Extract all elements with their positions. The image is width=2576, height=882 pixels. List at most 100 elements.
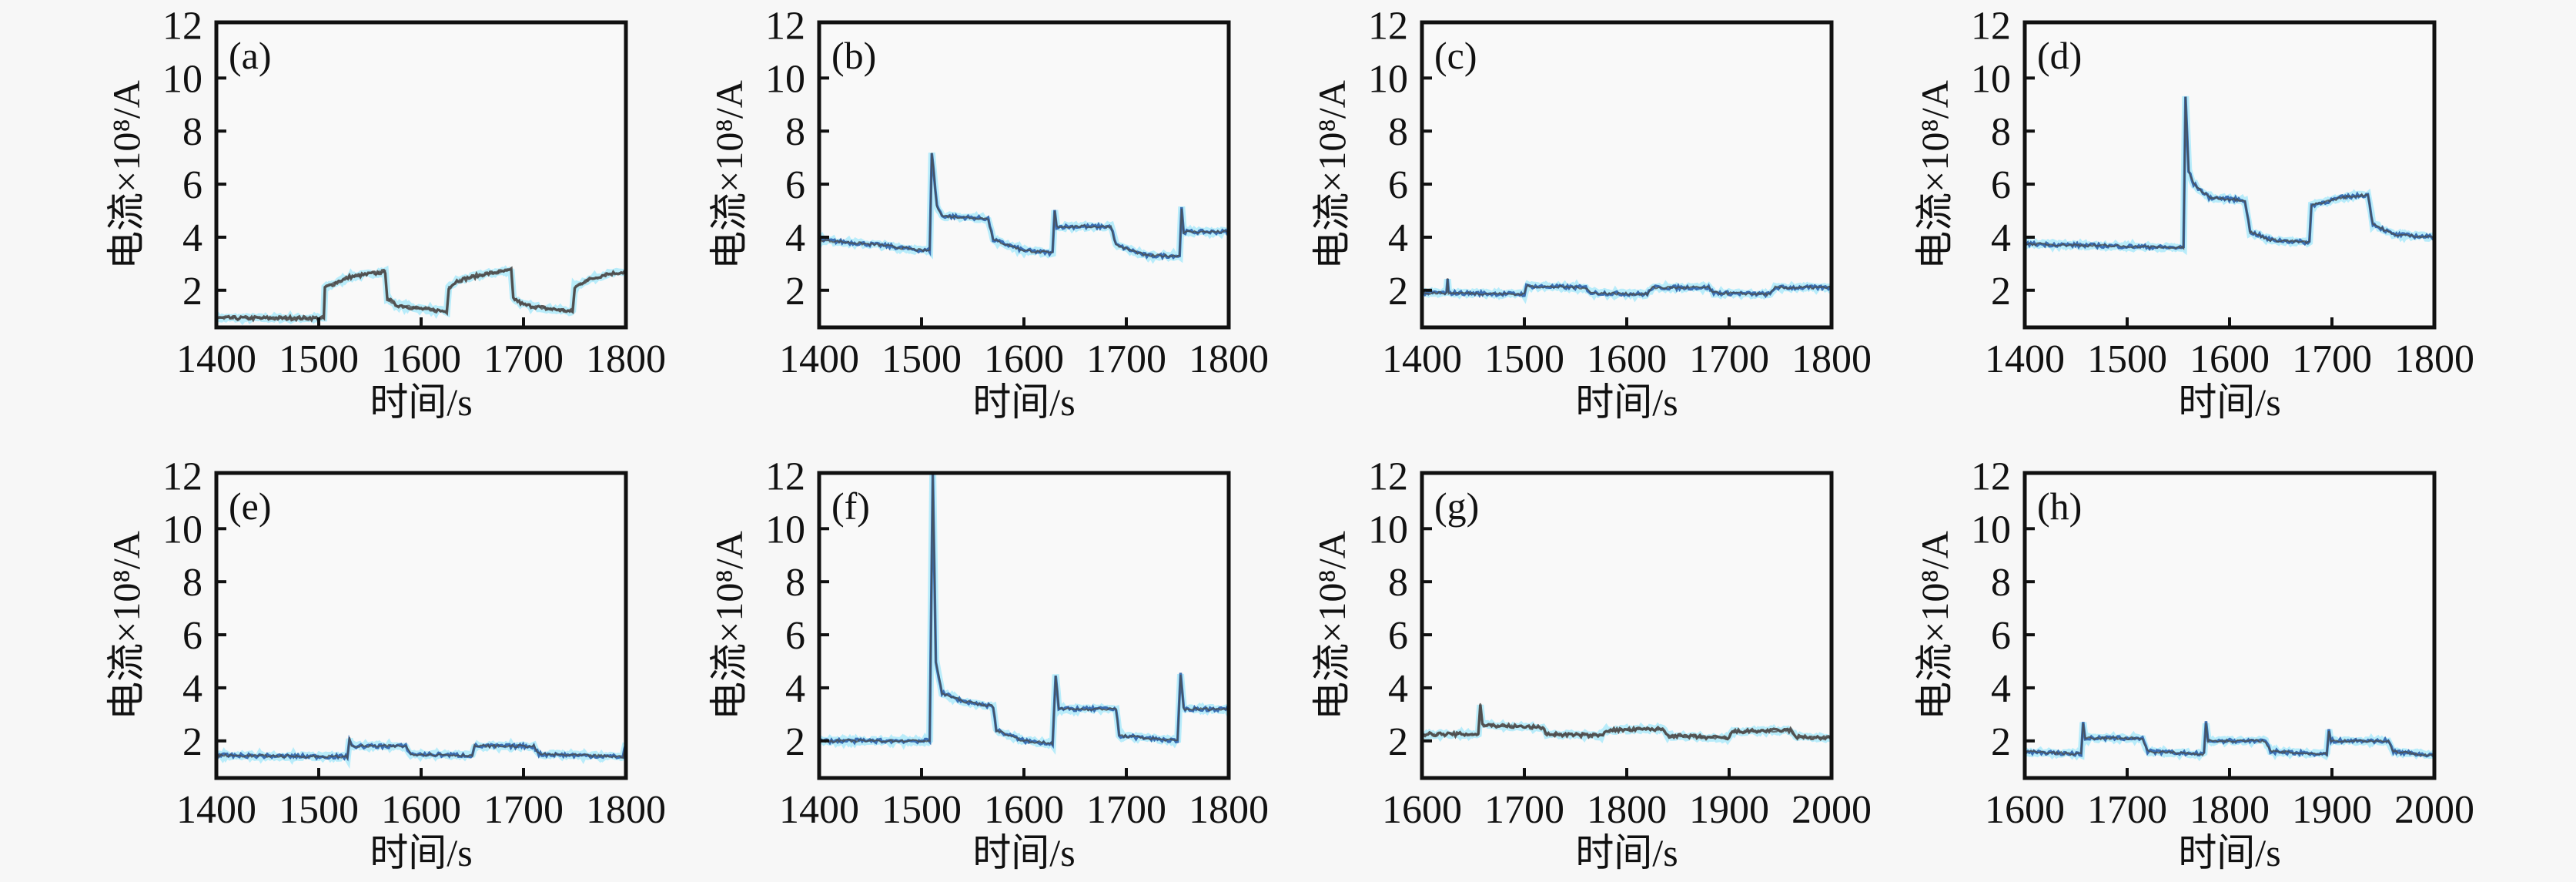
y-tick-label: 6 (1388, 614, 1408, 658)
y-tick-label: 12 (1368, 454, 1408, 498)
panel-label: (f) (831, 485, 870, 528)
y-axis-label: 电流×10⁸/A (105, 80, 148, 270)
x-tick-label: 1800 (586, 788, 666, 832)
y-tick-label: 12 (765, 4, 805, 48)
plot-area (819, 22, 1229, 327)
y-tick-label: 10 (1971, 508, 2011, 552)
series-line-gray (1422, 278, 1832, 297)
x-tick-label: 1400 (1985, 337, 2065, 381)
plot-area (2025, 473, 2434, 778)
plot-area (1422, 22, 1832, 327)
x-tick-label: 1700 (1086, 337, 1166, 381)
y-axis-label: 电流×10⁸/A (1310, 80, 1353, 270)
x-axis-label: 时间/s (1575, 381, 1678, 424)
x-tick-label: 1800 (1791, 337, 1872, 381)
series-line-gray (216, 736, 626, 761)
x-tick-label: 1600 (984, 788, 1064, 832)
y-tick-label: 10 (765, 508, 805, 552)
x-tick-label: 1400 (779, 788, 859, 832)
x-tick-label: 1900 (2292, 788, 2372, 832)
y-tick-label: 6 (1388, 163, 1408, 207)
x-axis-label: 时间/s (370, 381, 472, 424)
y-tick-label: 12 (162, 4, 202, 48)
x-tick-label: 1700 (1484, 788, 1564, 832)
y-tick-label: 2 (182, 270, 202, 314)
x-axis-label: 时间/s (972, 381, 1075, 424)
y-tick-label: 10 (1368, 57, 1408, 101)
x-tick-label: 1600 (2190, 337, 2270, 381)
x-tick-label: 1800 (1189, 337, 1269, 381)
x-tick-label: 1800 (2190, 788, 2270, 832)
y-tick-label: 12 (1368, 4, 1408, 48)
x-tick-label: 1800 (1189, 788, 1269, 832)
panel-label: (c) (1434, 34, 1477, 77)
x-tick-label: 1700 (1689, 337, 1769, 381)
y-axis-label: 电流×10⁸/A (708, 80, 751, 270)
panel-label: (a) (229, 34, 272, 77)
subplot-d: 2 4 6 8 10 12 1400 1500 1600 1700 1800 时间/s 电流×10⁸/A… (1913, 4, 2474, 424)
y-tick-label: 10 (1368, 508, 1408, 552)
panel-label: (e) (229, 485, 272, 528)
x-tick-label: 1500 (1484, 337, 1564, 381)
panel-label: (g) (1434, 485, 1479, 528)
series-line-gray (2025, 96, 2434, 250)
plot-area (819, 473, 1229, 778)
y-tick-label: 8 (785, 561, 805, 605)
x-tick-label: 1400 (1382, 337, 1462, 381)
x-tick-label: 1500 (2087, 337, 2167, 381)
y-tick-label: 2 (785, 270, 805, 314)
subplot-f: 2 4 6 8 10 12 1400 1500 1600 1700 1800 时间/s 电流×10⁸/A… (708, 454, 1269, 874)
y-tick-label: 10 (162, 57, 202, 101)
x-tick-label: 1600 (1382, 788, 1462, 832)
series-line-gray (216, 268, 626, 321)
x-axis-label: 时间/s (972, 831, 1075, 874)
y-tick-label: 12 (1971, 454, 2011, 498)
x-tick-label: 1700 (483, 788, 564, 832)
y-tick-label: 2 (1991, 270, 2011, 314)
y-tick-label: 12 (162, 454, 202, 498)
x-axis-label: 时间/s (2178, 831, 2280, 874)
x-axis-label: 时间/s (1575, 831, 1678, 874)
y-axis-label: 电流×10⁸/A (1913, 531, 1956, 720)
y-tick-label: 10 (1971, 57, 2011, 101)
y-tick-label: 4 (1991, 216, 2011, 260)
y-tick-label: 8 (785, 110, 805, 154)
subplot-c: 2 4 6 8 10 12 1400 1500 1600 1700 1800 时间/s 电流×10⁸/A… (1310, 4, 1872, 424)
y-tick-label: 2 (1388, 270, 1408, 314)
y-tick-label: 6 (785, 614, 805, 658)
x-tick-label: 1800 (586, 337, 666, 381)
plot-area (216, 473, 626, 778)
y-axis-label: 电流×10⁸/A (708, 531, 751, 720)
x-tick-label: 1600 (381, 788, 461, 832)
y-tick-label: 6 (1991, 614, 2011, 658)
x-axis-label: 时间/s (370, 831, 472, 874)
y-tick-label: 8 (182, 561, 202, 605)
x-tick-label: 2000 (2394, 788, 2474, 832)
y-tick-label: 4 (1388, 216, 1408, 260)
y-tick-label: 6 (182, 614, 202, 658)
x-tick-label: 1700 (483, 337, 564, 381)
x-tick-label: 1500 (882, 337, 962, 381)
x-tick-label: 1600 (984, 337, 1064, 381)
panel-label: (b) (831, 34, 876, 77)
x-tick-label: 1700 (1086, 788, 1166, 832)
y-tick-label: 4 (182, 216, 202, 260)
x-tick-label: 1900 (1689, 788, 1769, 832)
y-tick-label: 10 (162, 508, 202, 552)
x-tick-label: 1500 (279, 337, 359, 381)
series-line-gray (2025, 723, 2434, 758)
x-tick-label: 1700 (2087, 788, 2167, 832)
y-tick-label: 4 (1991, 667, 2011, 711)
y-axis-label: 电流×10⁸/A (1310, 531, 1353, 720)
x-tick-label: 1800 (2394, 337, 2474, 381)
plot-area (216, 22, 626, 327)
y-tick-label: 2 (182, 720, 202, 764)
x-tick-label: 1700 (2292, 337, 2372, 381)
subplot-b: 2 4 6 8 10 12 1400 1500 1600 1700 1800 时间/s 电流×10⁸/A… (708, 4, 1269, 424)
y-tick-label: 4 (1388, 667, 1408, 711)
y-tick-label: 8 (1991, 561, 2011, 605)
y-axis-label: 电流×10⁸/A (1913, 80, 1956, 270)
x-tick-label: 1600 (1985, 788, 2065, 832)
y-tick-label: 8 (1388, 110, 1408, 154)
y-tick-label: 4 (785, 216, 805, 260)
